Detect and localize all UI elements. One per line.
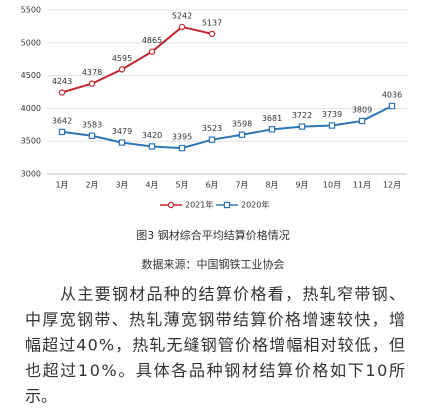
data-label: 3642 bbox=[52, 116, 72, 125]
data-point bbox=[118, 139, 126, 146]
source: 数据来源：中国钢铁工业协会 bbox=[142, 257, 285, 271]
y-tick-label: 5500 bbox=[21, 6, 41, 15]
x-tick-label: 9月 bbox=[295, 181, 308, 190]
data-label: 4378 bbox=[82, 68, 102, 77]
x-tick-label: 5月 bbox=[175, 181, 188, 190]
data-point bbox=[88, 132, 96, 139]
data-label: 3479 bbox=[112, 127, 132, 136]
data-label: 4243 bbox=[52, 77, 72, 86]
y-tick-label: 4500 bbox=[21, 71, 41, 80]
data-label: 4036 bbox=[382, 91, 402, 100]
series-line bbox=[61, 25, 213, 94]
paragraph-line: 从主要钢材品种的结算价格看，热轧窄带钢、 bbox=[60, 285, 405, 304]
y-tick-label: 4000 bbox=[21, 104, 41, 113]
data-point bbox=[208, 30, 216, 38]
paragraph-line: 也超过10%。具体各品种钢材结算价格如下10所 bbox=[25, 361, 405, 380]
data-point bbox=[208, 136, 216, 143]
data-label: 3395 bbox=[172, 133, 192, 142]
data-point bbox=[268, 126, 276, 133]
data-point bbox=[148, 48, 156, 55]
x-tick-label: 12月 bbox=[383, 181, 401, 190]
data-label: 3583 bbox=[82, 120, 102, 129]
x-tick-label: 7月 bbox=[235, 181, 248, 190]
data-label: 3420 bbox=[142, 131, 162, 140]
data-label: 3598 bbox=[232, 119, 252, 128]
x-tick-label: 3月 bbox=[115, 181, 128, 190]
x-tick-label: 8月 bbox=[265, 181, 278, 190]
data-label: 5242 bbox=[172, 11, 192, 20]
x-tick-label: 10月 bbox=[323, 181, 341, 190]
x-tick-label: 11月 bbox=[353, 181, 371, 190]
data-point bbox=[58, 89, 66, 96]
paragraph-line: 示。 bbox=[25, 387, 57, 406]
data-point bbox=[388, 102, 396, 110]
data-point bbox=[178, 23, 186, 31]
caption: 图3 钢材综合平均结算价格情况 bbox=[136, 228, 290, 242]
y-tick-label: 3500 bbox=[21, 137, 41, 146]
y-tick-label: 5000 bbox=[21, 38, 41, 47]
series-line bbox=[61, 105, 393, 150]
paragraph-line: 中厚宽钢带、热轧薄宽钢带结算价格增速较快，增 bbox=[25, 310, 405, 329]
x-tick-label: 4月 bbox=[145, 181, 158, 190]
x-tick-label: 6月 bbox=[205, 181, 218, 190]
x-tick-label: 1月 bbox=[55, 181, 68, 190]
data-point bbox=[328, 122, 336, 129]
data-point bbox=[148, 143, 156, 150]
data-label: 3722 bbox=[292, 111, 312, 120]
data-point bbox=[178, 144, 186, 152]
data-label: 3809 bbox=[352, 105, 372, 114]
legend-label: 2021年 bbox=[185, 200, 213, 210]
data-label: 3681 bbox=[262, 114, 282, 123]
y-tick-label: 3000 bbox=[21, 170, 41, 179]
legend-marker bbox=[167, 201, 175, 209]
data-point bbox=[88, 80, 96, 87]
paragraph-line: 幅超过40%，热轧无缝钢管价格增幅相对较低，但 bbox=[25, 336, 405, 355]
x-tick-label: 2月 bbox=[85, 181, 98, 190]
data-point bbox=[118, 66, 126, 73]
data-label: 4595 bbox=[112, 54, 132, 63]
data-point bbox=[238, 131, 246, 138]
data-label: 3739 bbox=[322, 110, 342, 119]
data-point bbox=[298, 123, 306, 130]
data-label: 4865 bbox=[142, 36, 162, 45]
legend-label: 2020年 bbox=[241, 200, 269, 210]
data-point bbox=[58, 128, 66, 136]
data-point bbox=[358, 117, 366, 125]
data-label: 5137 bbox=[202, 18, 222, 27]
data-label: 3523 bbox=[202, 124, 222, 133]
legend-marker bbox=[223, 201, 231, 209]
